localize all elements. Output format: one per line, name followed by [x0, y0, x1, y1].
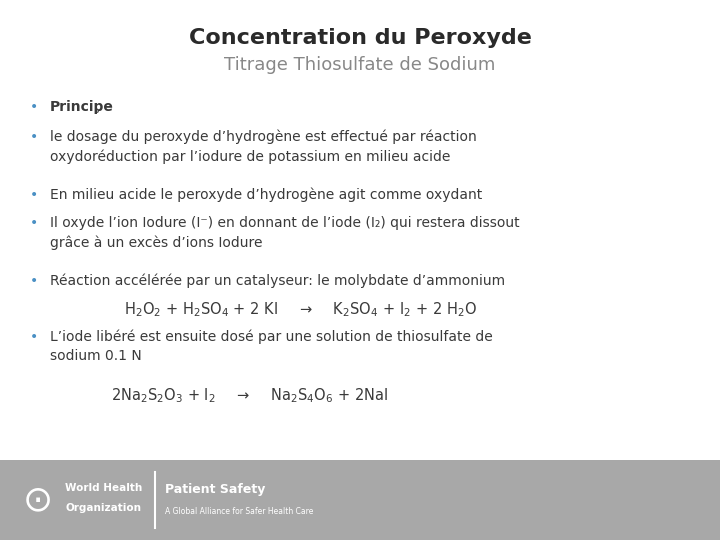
Text: Concentration du Peroxyde: Concentration du Peroxyde: [189, 28, 531, 48]
Text: •: •: [30, 274, 38, 288]
Text: le dosage du peroxyde d’hydrogène est effectué par réaction
oxydoréduction par l: le dosage du peroxyde d’hydrogène est ef…: [50, 130, 477, 164]
Text: A Global Alliance for Safer Health Care: A Global Alliance for Safer Health Care: [165, 508, 313, 516]
Text: L’iode libéré est ensuite dosé par une solution de thiosulfate de
sodium 0.1 N: L’iode libéré est ensuite dosé par une s…: [50, 330, 492, 363]
Text: •: •: [30, 100, 38, 114]
Text: •: •: [30, 330, 38, 344]
Text: Titrage Thiosulfate de Sodium: Titrage Thiosulfate de Sodium: [225, 56, 495, 74]
Bar: [0, 460, 720, 540]
Text: •: •: [30, 188, 38, 202]
Text: 2Na$_2$S$_2$O$_3$ + I$_2$    $\rightarrow$    Na$_2$S$_4$O$_6$ + 2NaI: 2Na$_2$S$_2$O$_3$ + I$_2$ $\rightarrow$ …: [112, 386, 389, 404]
Text: Il oxyde l’ion Iodure (I⁻) en donnant de l’iode (I₂) qui restera dissout
grâce à: Il oxyde l’ion Iodure (I⁻) en donnant de…: [50, 216, 520, 249]
Text: ⊙: ⊙: [23, 483, 53, 517]
Text: Réaction accélérée par un catalyseur: le molybdate d’ammonium: Réaction accélérée par un catalyseur: le…: [50, 274, 505, 288]
Text: World Health: World Health: [65, 483, 143, 493]
Text: H$_2$O$_2$ + H$_2$SO$_4$ + 2 KI    $\rightarrow$    K$_2$SO$_4$ + I$_2$ + 2 H$_2: H$_2$O$_2$ + H$_2$SO$_4$ + 2 KI $\righta…: [124, 300, 477, 319]
Text: •: •: [30, 216, 38, 230]
Text: Organization: Organization: [65, 503, 141, 513]
Text: •: •: [30, 130, 38, 144]
Text: En milieu acide le peroxyde d’hydrogène agit comme oxydant: En milieu acide le peroxyde d’hydrogène …: [50, 188, 482, 202]
Text: Principe: Principe: [50, 100, 114, 114]
Text: ,: ,: [96, 100, 101, 114]
Text: Patient Safety: Patient Safety: [165, 483, 266, 496]
